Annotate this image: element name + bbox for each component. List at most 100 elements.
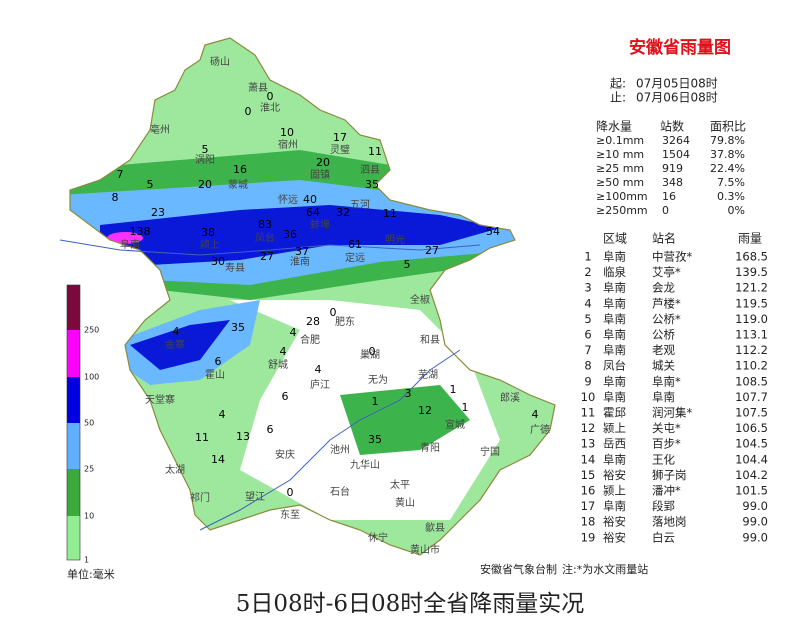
place-name: 东至	[280, 508, 300, 521]
stats-cell: 3264	[662, 134, 690, 147]
place-name: 歙县	[425, 521, 445, 534]
legend-swatch	[67, 330, 80, 377]
ranking-cell: 99.0	[742, 530, 768, 544]
place-name: 望江	[245, 490, 265, 503]
ranking-cell: 119.0	[735, 312, 768, 326]
ranking-cell: 阜南	[603, 499, 626, 513]
place-name: 九华山	[350, 458, 380, 471]
place-name: 寿县	[225, 261, 245, 274]
ranking-cell: 阜南*	[652, 374, 681, 388]
rain-value: 8	[112, 191, 119, 204]
place-name: 青阳	[420, 441, 440, 454]
ranking-cell: 白云	[652, 530, 675, 544]
ranking-cell: 岳西	[603, 437, 626, 451]
ranking-cell: 104.2	[735, 468, 768, 482]
ranking-cell: 13	[581, 437, 596, 451]
ranking-table: 区域 站名 雨量1 阜南 中营孜* 168.52 临泉 艾亭* 139.53 阜南 会龙 121.24…	[581, 231, 768, 545]
rain-value: 4	[280, 345, 287, 358]
place-name: 亳州	[150, 123, 170, 136]
rain-value: 23	[151, 206, 165, 219]
place-name: 合肥	[300, 333, 320, 346]
rain-value: 27	[260, 250, 274, 263]
ranking-cell: 霍邱	[603, 406, 626, 420]
rain-value: 11	[383, 207, 397, 220]
ranking-cell: 18	[581, 515, 596, 529]
ranking-cell: 168.5	[735, 250, 768, 264]
place-name: 五河	[350, 199, 370, 211]
ranking-header: 雨量	[738, 232, 762, 246]
ranking-cell: 99.0	[742, 515, 768, 529]
stats-table: 降水量 站数 面积比 ≥0.1mm 3264 79.8% ≥10 mm 1504 37.8% ≥2…	[596, 119, 746, 218]
place-name: 怀远	[278, 194, 298, 206]
rain-value: 3	[405, 387, 412, 400]
rain-value: 16	[233, 163, 247, 176]
rain-value: 4	[173, 325, 180, 338]
rain-value: 1	[372, 395, 379, 408]
rain-value: 1	[450, 383, 457, 396]
ranking-header: 站名	[652, 231, 676, 246]
rain-value: 12	[418, 404, 432, 417]
ranking-cell: 阜南	[603, 281, 626, 295]
place-name: 肥东	[335, 315, 355, 328]
place-name: 泗县	[360, 164, 380, 176]
place-name: 全椒	[410, 293, 430, 306]
ranking-cell: 王化	[652, 452, 675, 466]
place-name: 霍山	[205, 369, 225, 381]
place-name: 金寨	[165, 338, 185, 351]
ranking-cell: 百步*	[652, 437, 681, 451]
ranking-cell: 112.2	[735, 343, 768, 357]
place-name: 巢湖	[360, 348, 380, 361]
place-name: 郎溪	[500, 391, 520, 404]
legend-tick-label: 50	[84, 419, 94, 428]
ranking-cell: 119.5	[735, 296, 768, 310]
rain-value: 35	[365, 178, 379, 191]
place-name: 凤台	[255, 231, 275, 244]
rain-value: 0	[330, 306, 337, 319]
maker: 安徽省气象台制	[480, 562, 557, 576]
start-time: 07月05日08时	[636, 77, 718, 91]
ranking-cell: 老观	[652, 343, 675, 357]
rain-value: 0	[245, 105, 252, 118]
legend-frame	[66, 284, 81, 561]
place-name: 黄山	[395, 496, 415, 509]
place-name: 黄山市	[410, 543, 440, 556]
rain-value: 5	[147, 178, 154, 191]
place-name: 蒙城	[228, 178, 248, 191]
stats-cell: 0	[662, 204, 669, 217]
stats-cell: ≥50 mm	[596, 176, 644, 189]
legend-swatch	[67, 516, 80, 560]
ranking-cell: 润河集*	[652, 406, 692, 420]
ranking-cell: 107.7	[735, 390, 768, 404]
rain-value: 11	[368, 145, 382, 158]
legend-ticks: 250 100 50 25 10 1	[84, 326, 99, 565]
ranking-cell: 段郢	[652, 499, 675, 513]
place-name: 休宁	[368, 531, 388, 544]
legend-swatch	[67, 423, 80, 469]
ranking-cell: 裕安	[603, 468, 626, 482]
stats-cell: 0%	[728, 204, 745, 217]
ranking-cell: 16	[581, 484, 596, 498]
legend-swatch	[67, 285, 80, 330]
place-name: 颍上	[200, 238, 220, 251]
ranking-cell: 落地岗	[652, 515, 687, 529]
place-name: 太平	[390, 478, 410, 491]
rain-value: 0	[287, 486, 294, 499]
ranking-cell: 104.5	[735, 437, 768, 451]
rain-value: 1	[462, 401, 469, 414]
ranking-cell: 110.2	[735, 359, 768, 373]
rain-value: 4	[315, 363, 322, 376]
ranking-cell: 狮子岗	[652, 468, 687, 482]
ranking-cell: 公桥	[652, 328, 675, 342]
place-name: 芜湖	[418, 368, 438, 381]
place-name: 定远	[345, 251, 365, 264]
ranking-cell: 颍上	[603, 484, 626, 498]
rain-value: 5	[202, 143, 209, 156]
rain-value: 11	[195, 431, 209, 444]
rain-value: 0	[267, 90, 274, 103]
place-name: 涡阳	[195, 154, 215, 166]
end-time: 07月06日08时	[636, 91, 718, 105]
place-name: 淮南	[290, 255, 310, 268]
ranking-cell: 7	[584, 343, 591, 357]
legend-tick-label: 25	[84, 465, 94, 474]
